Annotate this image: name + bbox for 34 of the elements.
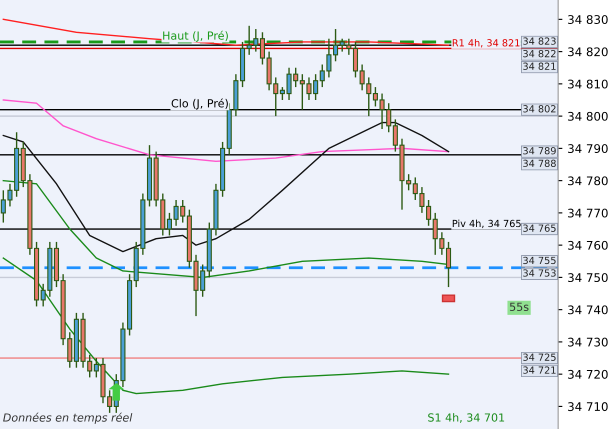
y-tick-label: 34 740 [568,305,608,314]
y-tick-label: 34 770 [568,208,608,218]
annotation: 55s [510,302,528,312]
annotation: 34 789 [523,147,556,154]
y-tick-label: 34 760 [568,240,608,250]
y-tick-label: 34 720 [568,370,608,379]
y-tick-label: 34 800 [568,112,608,121]
annotation: 34 788 [523,160,556,167]
y-tick-label: 34 750 [568,273,608,282]
ref-line-label: Haut (J, Pré) [163,30,228,42]
annotation: 34 725 [523,354,556,361]
line-series [2,18,450,46]
annotation: 34 765 [523,224,556,232]
annotation: 34 753 [523,269,556,277]
annotation: Données en temps réel [3,412,132,424]
annotation: 34 802 [523,105,556,112]
ref-line-label: Piv 4h, 34 765 [452,220,521,228]
line-series [2,122,450,252]
y-tick-label: 34 830 [568,15,608,24]
annotation: 34 823 [523,37,556,45]
annotation: 34 822 [523,50,556,58]
line-series [2,99,450,162]
annotation: 34 721 [523,366,556,374]
annotation: 34 755 [523,256,556,264]
annotation: 34 821 [523,62,556,70]
y-tick-label: 34 790 [568,144,608,154]
y-tick-label: 34 730 [568,338,608,347]
annotation: S1 4h, 34 701 [428,413,504,423]
y-tick-label: 34 780 [568,176,608,186]
y-tick-label: 34 820 [568,47,608,56]
y-tick-label: 34 710 [568,402,608,412]
y-tick-label: 34 810 [568,80,608,89]
ref-line-label: R1 4h, 34 821 [452,38,520,48]
ref-line-label: Clo (J, Pré) [172,98,228,110]
